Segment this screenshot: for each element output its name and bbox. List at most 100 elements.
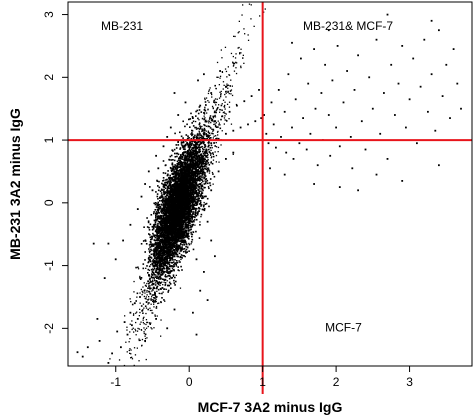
data-point	[204, 203, 207, 205]
data-point	[199, 125, 201, 127]
data-point	[192, 175, 194, 177]
data-point	[162, 226, 165, 229]
data-point	[190, 171, 193, 173]
data-point	[180, 154, 182, 156]
data-point	[177, 174, 179, 176]
data-point	[174, 174, 177, 176]
data-point	[188, 146, 191, 149]
data-point	[189, 229, 191, 231]
data-point	[165, 266, 168, 269]
data-point	[195, 183, 198, 185]
data-point	[149, 288, 151, 290]
data-point	[185, 223, 187, 226]
data-point	[168, 281, 171, 284]
data-point	[203, 127, 206, 130]
data-point	[171, 214, 173, 216]
data-point	[164, 263, 167, 265]
data-point	[180, 165, 183, 168]
data-point	[194, 134, 196, 137]
data-point	[185, 235, 188, 237]
data-point	[204, 163, 207, 165]
data-point	[151, 284, 153, 286]
data-point	[175, 247, 178, 249]
data-point	[185, 200, 187, 202]
data-point	[172, 261, 175, 263]
data-point	[181, 171, 183, 174]
data-point	[181, 247, 183, 250]
data-point	[167, 239, 170, 242]
data-point	[196, 142, 199, 144]
data-point	[160, 209, 162, 211]
data-point	[163, 183, 165, 186]
data-point	[161, 212, 163, 214]
data-point	[159, 256, 162, 258]
data-point	[154, 219, 156, 222]
data-point	[131, 303, 134, 306]
data-point	[185, 245, 187, 248]
data-point	[148, 248, 150, 250]
data-point	[161, 254, 164, 257]
data-point	[203, 174, 206, 176]
data-point	[179, 163, 181, 166]
data-point	[198, 109, 201, 111]
data-point	[175, 152, 178, 155]
data-point	[147, 261, 149, 264]
data-point	[185, 159, 188, 162]
data-point	[189, 220, 191, 223]
data-point	[156, 227, 159, 229]
data-point	[204, 165, 206, 167]
data-point	[195, 192, 197, 194]
data-point	[191, 122, 193, 124]
data-point	[186, 123, 188, 126]
data-point	[191, 202, 194, 205]
data-point	[192, 223, 195, 226]
data-point	[200, 154, 202, 156]
data-point	[156, 231, 158, 233]
data-point	[175, 220, 178, 223]
data-point	[201, 173, 204, 176]
data-point	[175, 184, 178, 186]
data-point	[181, 207, 183, 209]
data-point	[203, 183, 206, 185]
data-point	[153, 248, 155, 250]
data-point	[191, 215, 194, 218]
data-point	[152, 283, 155, 285]
data-point	[178, 172, 181, 174]
data-point	[156, 275, 158, 277]
data-point	[170, 180, 172, 183]
data-point	[159, 252, 161, 255]
data-point	[144, 251, 146, 253]
data-point	[174, 167, 177, 169]
data-point	[158, 250, 160, 252]
data-point	[165, 220, 167, 222]
data-point	[204, 120, 207, 123]
data-point	[199, 194, 201, 196]
data-point	[212, 155, 215, 158]
data-point	[154, 250, 156, 252]
data-point	[146, 265, 148, 267]
data-point	[170, 238, 173, 241]
data-point	[202, 208, 205, 211]
data-point	[162, 201, 164, 204]
data-point	[174, 230, 177, 232]
data-point	[184, 218, 187, 221]
data-point	[185, 183, 187, 186]
data-point	[188, 209, 190, 211]
data-point	[191, 151, 193, 154]
data-point	[193, 215, 195, 218]
data-point	[172, 190, 175, 192]
data-point	[158, 226, 160, 228]
data-point	[160, 195, 163, 197]
data-point	[179, 206, 181, 208]
data-point	[161, 264, 163, 267]
data-point	[168, 237, 170, 239]
data-point	[181, 216, 184, 219]
data-point	[165, 181, 167, 184]
data-point	[181, 246, 183, 248]
data-point	[202, 155, 205, 157]
data-point	[173, 195, 175, 197]
data-point	[188, 250, 190, 252]
data-point	[187, 144, 189, 146]
data-point	[167, 170, 169, 172]
